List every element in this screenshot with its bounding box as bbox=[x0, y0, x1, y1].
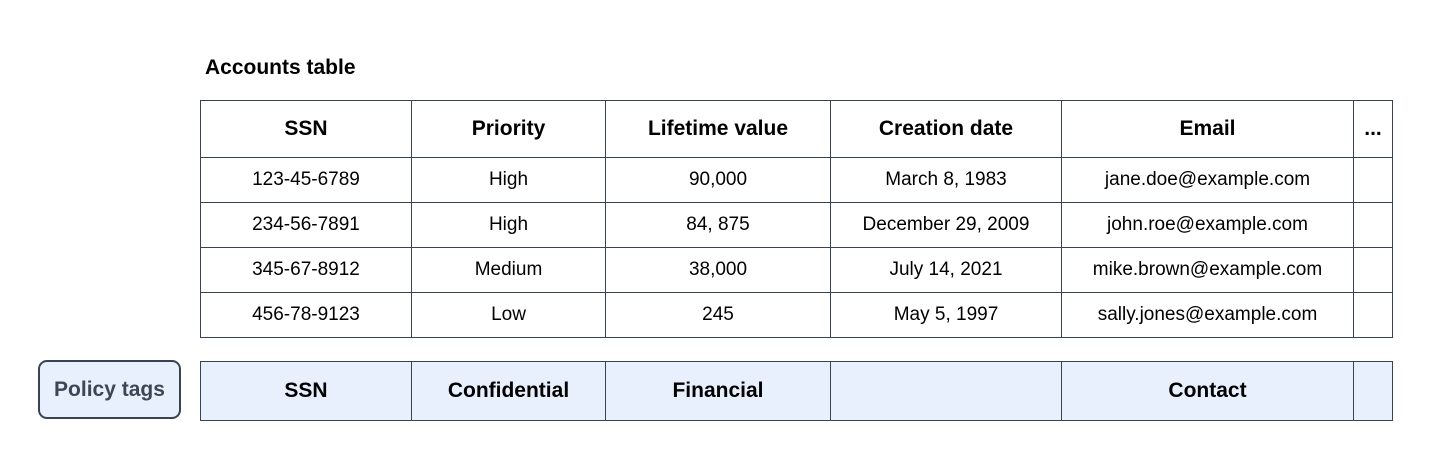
column-header-ssn: SSN bbox=[200, 100, 412, 158]
column-header-priority: Priority bbox=[411, 100, 606, 158]
cell-creation-date: December 29, 2009 bbox=[830, 202, 1062, 248]
policy-tag-contact: Contact bbox=[1061, 361, 1354, 421]
accounts-table: SSN Priority Lifetime value Creation dat… bbox=[200, 100, 1393, 338]
cell-more bbox=[1353, 292, 1393, 338]
cell-lifetime-value: 38,000 bbox=[605, 247, 831, 293]
cell-ssn: 456-78-9123 bbox=[200, 292, 412, 338]
cell-email: mike.brown@example.com bbox=[1061, 247, 1354, 293]
table-row: 345-67-8912 Medium 38,000 July 14, 2021 … bbox=[200, 247, 1393, 293]
cell-lifetime-value: 84, 875 bbox=[605, 202, 831, 248]
cell-creation-date: May 5, 1997 bbox=[830, 292, 1062, 338]
cell-ssn: 123-45-6789 bbox=[200, 157, 412, 203]
cell-email: sally.jones@example.com bbox=[1061, 292, 1354, 338]
policy-tag-empty-more bbox=[1353, 361, 1393, 421]
cell-priority: High bbox=[411, 202, 606, 248]
cell-email: jane.doe@example.com bbox=[1061, 157, 1354, 203]
cell-priority: High bbox=[411, 157, 606, 203]
policy-tag-empty bbox=[830, 361, 1062, 421]
policy-tags-button-label: Policy tags bbox=[54, 377, 165, 401]
page-title: Accounts table bbox=[205, 56, 356, 79]
cell-ssn: 345-67-8912 bbox=[200, 247, 412, 293]
policy-tag-financial: Financial bbox=[605, 361, 831, 421]
policy-tag-confidential: Confidential bbox=[411, 361, 606, 421]
cell-more bbox=[1353, 202, 1393, 248]
table-row: 123-45-6789 High 90,000 March 8, 1983 ja… bbox=[200, 157, 1393, 203]
column-header-lifetime-value: Lifetime value bbox=[605, 100, 831, 158]
policy-tag-cells: SSN Confidential Financial Contact bbox=[200, 361, 1393, 421]
cell-more bbox=[1353, 247, 1393, 293]
cell-email: john.roe@example.com bbox=[1061, 202, 1354, 248]
cell-creation-date: March 8, 1983 bbox=[830, 157, 1062, 203]
accounts-header-row: SSN Priority Lifetime value Creation dat… bbox=[200, 100, 1393, 158]
cell-creation-date: July 14, 2021 bbox=[830, 247, 1062, 293]
column-header-creation-date: Creation date bbox=[830, 100, 1062, 158]
policy-tags-button[interactable]: Policy tags bbox=[38, 360, 181, 419]
cell-priority: Medium bbox=[411, 247, 606, 293]
table-row: 234-56-7891 High 84, 875 December 29, 20… bbox=[200, 202, 1393, 248]
cell-lifetime-value: 245 bbox=[605, 292, 831, 338]
cell-priority: Low bbox=[411, 292, 606, 338]
cell-ssn: 234-56-7891 bbox=[200, 202, 412, 248]
column-header-email: Email bbox=[1061, 100, 1354, 158]
column-header-more-ellipsis: ... bbox=[1353, 100, 1393, 158]
policy-tags-row: SSN Confidential Financial Contact bbox=[200, 361, 1393, 421]
cell-lifetime-value: 90,000 bbox=[605, 157, 831, 203]
policy-tag-ssn: SSN bbox=[200, 361, 412, 421]
table-row: 456-78-9123 Low 245 May 5, 1997 sally.jo… bbox=[200, 292, 1393, 338]
cell-more bbox=[1353, 157, 1393, 203]
